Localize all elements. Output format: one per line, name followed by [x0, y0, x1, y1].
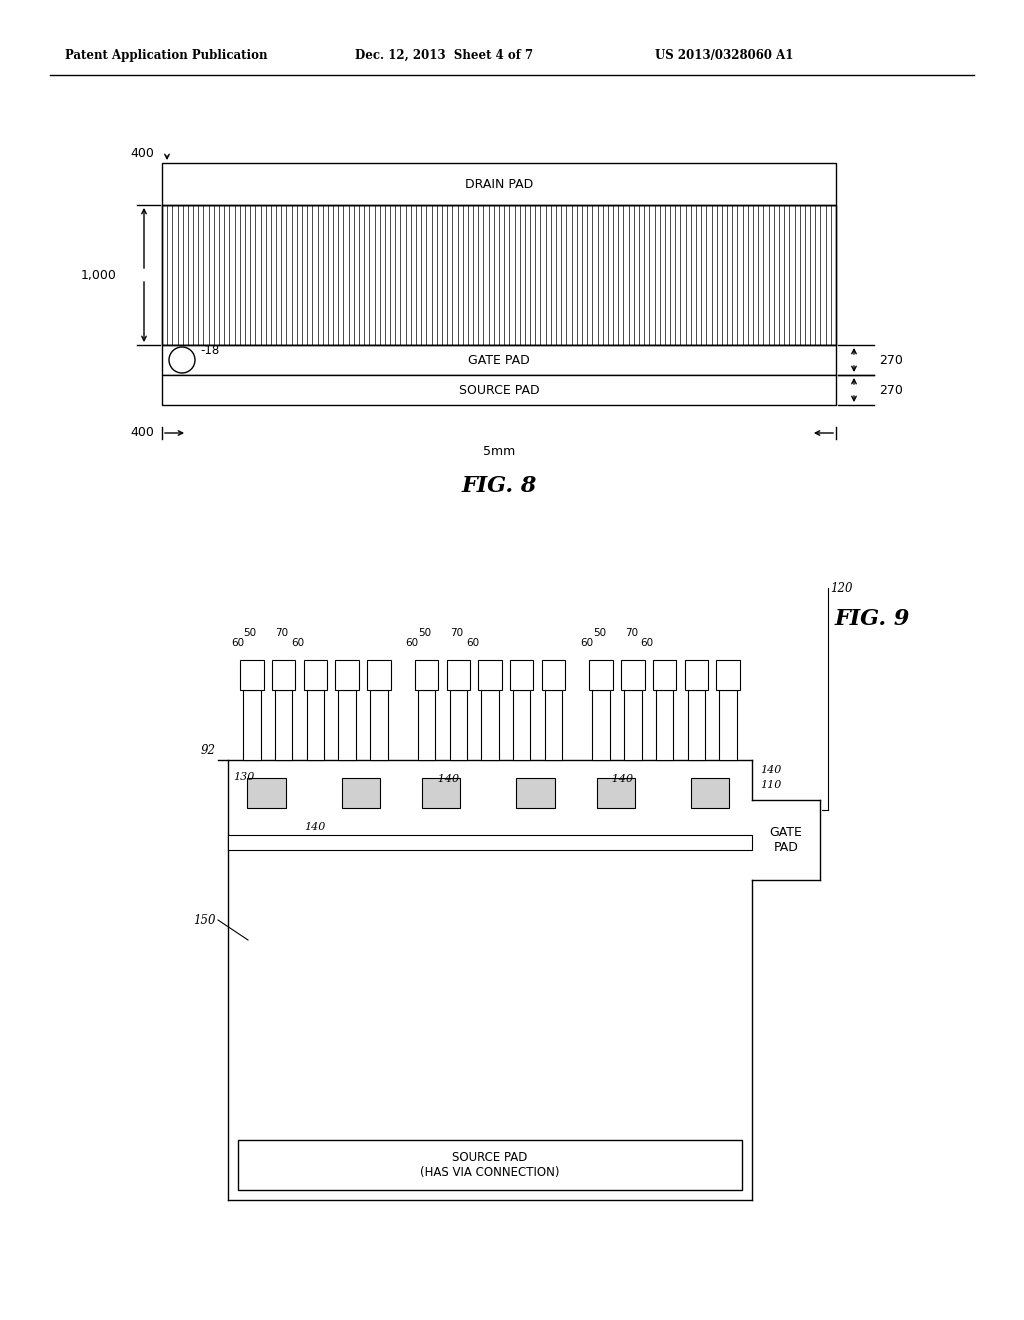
- Text: Patent Application Publication: Patent Application Publication: [65, 49, 267, 62]
- Text: -18: -18: [200, 345, 219, 356]
- Text: 60: 60: [466, 638, 479, 648]
- Bar: [717, 660, 740, 690]
- Bar: [335, 660, 358, 690]
- Text: 60: 60: [641, 638, 653, 648]
- Bar: [162, 375, 836, 405]
- Text: 60: 60: [581, 638, 594, 648]
- Bar: [590, 660, 613, 690]
- Text: FIG. 8: FIG. 8: [462, 475, 537, 498]
- Bar: [162, 345, 836, 375]
- Bar: [271, 660, 295, 690]
- Text: GATE PAD: GATE PAD: [468, 354, 529, 367]
- Text: 70: 70: [625, 628, 638, 638]
- Bar: [247, 777, 286, 808]
- Text: 70: 70: [275, 628, 289, 638]
- Text: 5mm: 5mm: [483, 445, 515, 458]
- Text: -140: -140: [609, 774, 634, 784]
- Text: 92: 92: [201, 744, 216, 756]
- Text: 110: 110: [760, 780, 781, 789]
- Bar: [306, 690, 324, 760]
- Text: 400: 400: [130, 147, 154, 160]
- Bar: [238, 1140, 742, 1191]
- Text: US 2013/0328060 A1: US 2013/0328060 A1: [655, 49, 794, 62]
- Bar: [370, 690, 387, 760]
- Bar: [513, 690, 530, 760]
- Bar: [422, 777, 461, 808]
- Bar: [368, 660, 390, 690]
- Bar: [446, 660, 470, 690]
- Text: 150: 150: [194, 913, 216, 927]
- Text: Dec. 12, 2013  Sheet 4 of 7: Dec. 12, 2013 Sheet 4 of 7: [355, 49, 534, 62]
- Bar: [228, 836, 752, 850]
- Bar: [418, 690, 435, 760]
- Bar: [162, 162, 836, 205]
- Text: DRAIN PAD: DRAIN PAD: [465, 177, 534, 190]
- Text: 400: 400: [130, 426, 154, 440]
- Bar: [691, 777, 729, 808]
- Bar: [243, 690, 260, 760]
- Bar: [593, 690, 610, 760]
- Bar: [545, 690, 562, 760]
- Bar: [720, 690, 737, 760]
- Bar: [342, 777, 380, 808]
- Text: SOURCE PAD: SOURCE PAD: [459, 384, 540, 396]
- Bar: [656, 690, 674, 760]
- Bar: [303, 660, 327, 690]
- Bar: [415, 660, 438, 690]
- Bar: [274, 690, 292, 760]
- Bar: [685, 660, 709, 690]
- Bar: [516, 777, 555, 808]
- Text: 270: 270: [879, 354, 903, 367]
- Text: -140: -140: [434, 774, 459, 784]
- Text: 50: 50: [244, 628, 257, 638]
- Text: 60: 60: [291, 638, 304, 648]
- Text: FIG. 9: FIG. 9: [835, 609, 910, 630]
- Text: 1,000: 1,000: [81, 268, 117, 281]
- Bar: [625, 690, 642, 760]
- Text: 270: 270: [879, 384, 903, 396]
- Text: GATE
PAD: GATE PAD: [770, 826, 803, 854]
- Bar: [162, 205, 836, 345]
- Bar: [597, 777, 635, 808]
- Text: SOURCE PAD
(HAS VIA CONNECTION): SOURCE PAD (HAS VIA CONNECTION): [420, 1151, 560, 1179]
- Bar: [622, 660, 645, 690]
- Text: 60: 60: [231, 638, 244, 648]
- Bar: [542, 660, 565, 690]
- Bar: [162, 205, 836, 345]
- Text: 50: 50: [419, 628, 431, 638]
- Text: 140: 140: [305, 822, 326, 832]
- Bar: [653, 660, 677, 690]
- Bar: [478, 660, 502, 690]
- Text: 140: 140: [760, 766, 781, 775]
- Bar: [688, 690, 706, 760]
- Text: 130: 130: [233, 772, 254, 781]
- Bar: [481, 690, 499, 760]
- Text: 50: 50: [593, 628, 606, 638]
- Text: 120: 120: [830, 582, 853, 594]
- Bar: [450, 690, 467, 760]
- Text: 60: 60: [406, 638, 419, 648]
- Bar: [240, 660, 263, 690]
- Bar: [510, 660, 534, 690]
- Bar: [338, 690, 355, 760]
- Text: 70: 70: [451, 628, 463, 638]
